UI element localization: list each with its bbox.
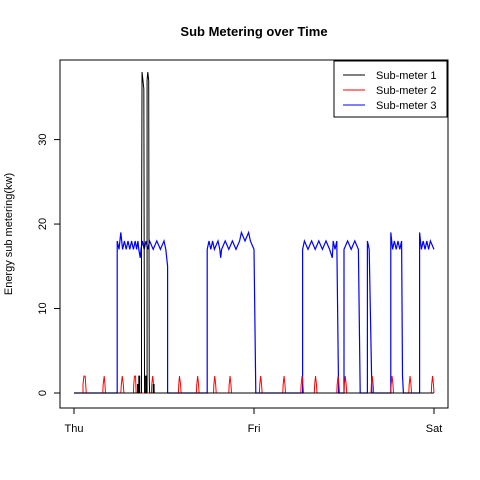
legend-label-3: Sub-meter 3 (376, 100, 437, 112)
series-line-2 (74, 375, 435, 394)
x-axis: Thu Fri Sat (65, 407, 443, 435)
y-axis: 0 10 20 30 (37, 133, 61, 396)
y-tick-label: 20 (37, 218, 49, 230)
plot-lines (74, 71, 435, 394)
legend-box (333, 60, 448, 118)
y-tick-label: 0 (37, 390, 49, 396)
legend-label-1: Sub-meter 1 (376, 70, 437, 82)
x-tick-label: Sat (426, 423, 443, 435)
series-line-3 (74, 230, 435, 394)
x-tick-label: Thu (65, 423, 84, 435)
chart-title: Sub Metering over Time (180, 24, 327, 39)
legend: Sub-meter 1 Sub-meter 2 Sub-meter 3 (333, 60, 448, 118)
y-tick-label: 10 (37, 302, 49, 314)
y-axis-label: Energy sub metering(kw) (3, 173, 15, 295)
y-tick-label: 30 (37, 133, 49, 145)
legend-label-2: Sub-meter 2 (376, 85, 437, 97)
series-line-1 (74, 71, 434, 394)
x-tick-label: Fri (248, 423, 261, 435)
